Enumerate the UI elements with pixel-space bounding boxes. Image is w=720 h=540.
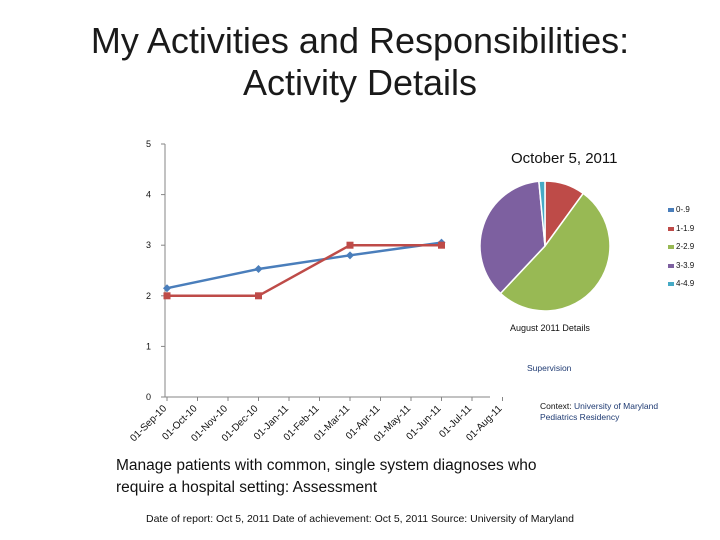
title-line-1: My Activities and Responsibilities: [90, 20, 630, 61]
pie-chart-title: October 5, 2011 [511, 150, 618, 167]
series-line-1 [166, 241, 442, 290]
context-value-line-2: Pediatrics Residency [540, 412, 620, 422]
legend-label: 0-.9 [676, 205, 690, 214]
series-point [346, 251, 354, 260]
series-point [254, 264, 263, 273]
title-line-2: Activity Details [242, 62, 478, 103]
august-details-label: August 2011 Details [510, 323, 590, 333]
activity-caption: Manage patients with common, single syst… [116, 455, 636, 499]
legend-label: 3-3.9 [676, 260, 695, 270]
y-tick-label: 5 [146, 139, 151, 149]
caption-line-2: require a hospital setting: Assessment [116, 479, 378, 496]
legend-swatch [668, 226, 674, 231]
legend-swatch [668, 263, 674, 268]
pie-chart [479, 180, 611, 312]
legend-swatch [668, 282, 674, 286]
context-value-line-1: University of Maryland [574, 401, 659, 411]
x-tick-labels: 01-Sep-1001-Oct-1001-Nov-1001-Dec-1001-J… [128, 397, 505, 444]
chart-axes [164, 144, 490, 398]
report-footer: Date of report: Oct 5, 2011 Date of achi… [146, 513, 574, 525]
series-point [255, 292, 262, 300]
pie-slice-3 [499, 192, 611, 312]
legend-swatch [668, 208, 674, 212]
legend-label: 2-2.9 [676, 242, 695, 251]
legend-label: 1-1.9 [676, 223, 695, 233]
pie-slice-4 [479, 180, 546, 295]
y-tick-label: 1 [146, 341, 151, 351]
y-tick-label: 3 [146, 240, 151, 250]
series-point [163, 292, 171, 300]
page-title: My Activities and Responsibilities: Acti… [0, 20, 720, 104]
series-group [163, 238, 446, 300]
series-point [438, 241, 445, 249]
y-tick-labels: 0 1 2 3 4 5 [146, 139, 165, 402]
legend-label: 4-4.9 [676, 279, 695, 288]
supervision-label: Supervision [527, 363, 572, 373]
y-tick-label: 4 [146, 190, 151, 200]
series-point [346, 241, 354, 249]
y-tick-label: 2 [146, 291, 151, 301]
pie-slice-5 [538, 180, 546, 247]
series-point [163, 284, 171, 293]
legend-swatch [668, 245, 674, 249]
context-info: Context: University of Maryland Pediatri… [540, 401, 700, 423]
y-tick-label: 0 [146, 392, 151, 402]
context-key: Context: [540, 401, 572, 411]
series-line-2 [167, 243, 442, 298]
caption-line-1: Manage patients with common, single syst… [116, 457, 537, 474]
